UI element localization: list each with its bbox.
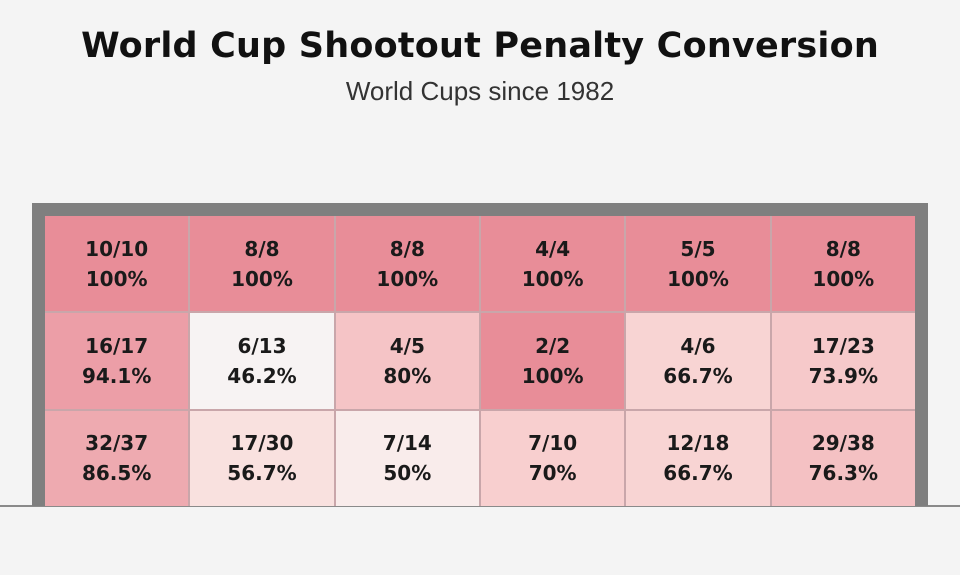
cell-ratio: 17/23 xyxy=(811,333,875,358)
cell-percentage: 100% xyxy=(812,266,875,291)
cell-ratio: 6/13 xyxy=(237,333,287,358)
grid-cell: 4/4 100% xyxy=(480,216,625,312)
cell-percentage: 73.9% xyxy=(808,363,879,388)
cell-ratio: 8/8 xyxy=(244,236,280,261)
chart-subtitle: World Cups since 1982 xyxy=(345,76,615,106)
grid-cell: 7/10 70% xyxy=(480,410,625,506)
grid-cell: 8/8 100% xyxy=(771,216,915,312)
cell-percentage: 70% xyxy=(528,461,577,486)
cell-percentage: 46.2% xyxy=(227,363,297,388)
cell-ratio: 8/8 xyxy=(389,236,425,261)
ground-line xyxy=(0,505,960,575)
grid-cell: 4/5 80% xyxy=(335,313,479,409)
cell-percentage: 86.5% xyxy=(81,461,152,486)
grid-cell: 29/38 76.3% xyxy=(771,410,915,506)
cell-ratio: 10/10 xyxy=(85,236,149,261)
cell-ratio: 12/18 xyxy=(666,431,730,456)
cell-percentage: 76.3% xyxy=(808,461,879,486)
chart-title: World Cup Shootout Penalty Conversion xyxy=(81,26,879,66)
cell-ratio: 7/14 xyxy=(382,431,432,456)
grid-cell: 8/8 100% xyxy=(335,216,479,312)
cell-percentage: 66.7% xyxy=(663,461,733,486)
cell-ratio: 8/8 xyxy=(825,236,861,261)
cell-percentage: 56.7% xyxy=(227,461,297,486)
grid-cell: 8/8 100% xyxy=(190,216,334,312)
cell-ratio: 2/2 xyxy=(535,333,571,358)
cell-ratio: 4/5 xyxy=(389,333,425,358)
cell-ratio: 4/6 xyxy=(680,333,716,358)
cell-percentage: 50% xyxy=(383,461,432,486)
cell-percentage: 94.1% xyxy=(81,363,152,388)
goal-frame: 10/10 100% 8/8 100% 8/8 100% 4/4 100% 5/5 100% 8/8… xyxy=(32,203,928,506)
grid-cell: 2/2 100% xyxy=(480,313,625,409)
cell-percentage: 100% xyxy=(85,266,148,291)
grid-cell: 4/6 66.7% xyxy=(626,313,770,409)
cell-percentage: 66.7% xyxy=(663,363,733,388)
cell-percentage: 100% xyxy=(667,266,729,291)
grid-cell: 17/30 56.7% xyxy=(190,410,334,506)
cell-percentage: 100% xyxy=(521,266,584,291)
cell-ratio: 4/4 xyxy=(535,236,571,261)
cell-ratio: 17/30 xyxy=(230,431,294,456)
cell-ratio: 32/37 xyxy=(85,431,149,456)
cell-percentage: 100% xyxy=(521,363,584,388)
cell-percentage: 80% xyxy=(383,363,432,388)
cell-percentage: 100% xyxy=(376,266,439,291)
grid-cell: 16/17 94.1% xyxy=(45,313,189,409)
cell-percentage: 100% xyxy=(231,266,293,291)
grid-cell: 6/13 46.2% xyxy=(190,313,334,409)
grid-cell: 12/18 66.7% xyxy=(626,410,770,506)
grid-cell: 10/10 100% xyxy=(45,216,189,312)
grid-cell: 7/14 50% xyxy=(335,410,479,506)
cell-ratio: 7/10 xyxy=(528,431,578,456)
grid-cell: 17/23 73.9% xyxy=(771,313,915,409)
cell-ratio: 16/17 xyxy=(85,333,149,358)
grid-cell: 32/37 86.5% xyxy=(45,410,189,506)
cell-ratio: 5/5 xyxy=(680,236,716,261)
grid-cell: 5/5 100% xyxy=(626,216,770,312)
conversion-grid: 10/10 100% 8/8 100% 8/8 100% 4/4 100% 5/5 100% 8/8… xyxy=(45,216,915,506)
cell-ratio: 29/38 xyxy=(811,431,875,456)
